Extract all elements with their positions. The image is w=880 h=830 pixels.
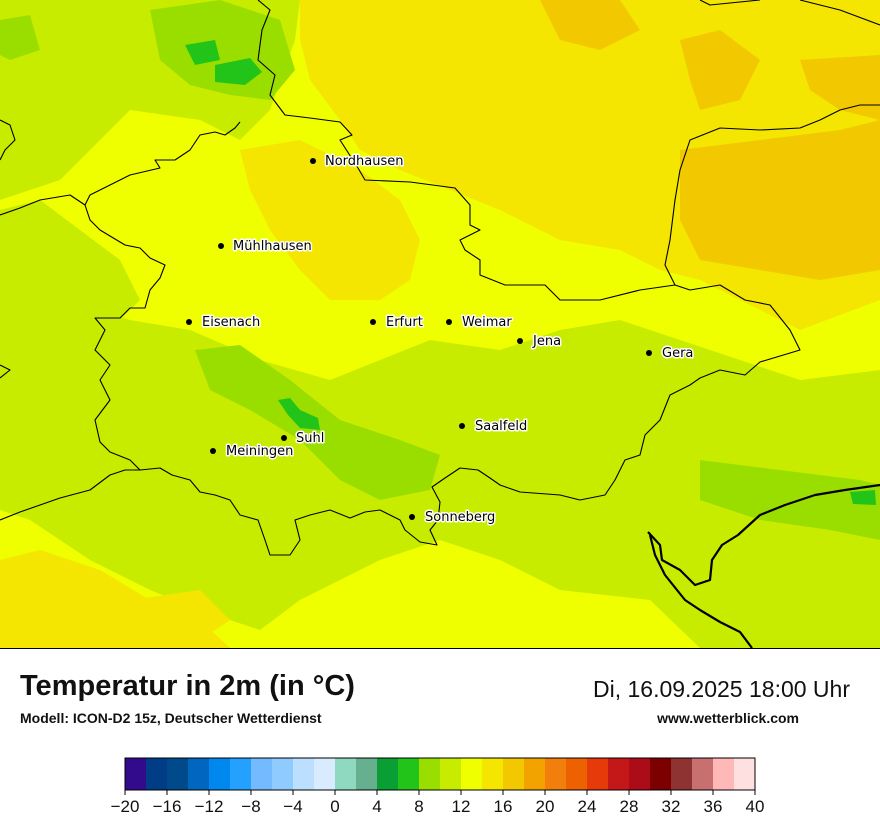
city-muehlhausen: Mühlhausen xyxy=(218,238,313,256)
legend-swatch xyxy=(734,758,756,790)
city-sonneberg: Sonneberg xyxy=(409,509,497,527)
temperature-map: Nordhausen Mühlhausen Eisenach Erfurt We… xyxy=(0,0,880,649)
legend-swatch xyxy=(713,758,735,790)
city-label: Suhl xyxy=(296,431,324,446)
city-gera: Gera xyxy=(646,345,695,363)
map-title: Temperatur in 2m (in °C) xyxy=(20,670,355,702)
legend-tick-label: −16 xyxy=(153,797,182,816)
legend-swatch xyxy=(692,758,714,790)
legend-swatch xyxy=(188,758,210,790)
city-jena: Jena xyxy=(517,333,563,351)
city-weimar: Weimar xyxy=(446,314,514,332)
legend-swatch xyxy=(650,758,672,790)
legend-swatch xyxy=(524,758,546,790)
legend-swatch xyxy=(566,758,588,790)
legend-tick-label: 8 xyxy=(414,797,423,816)
legend-swatch xyxy=(482,758,504,790)
city-label: Jena xyxy=(532,334,561,349)
legend-tick-label: 28 xyxy=(620,797,639,816)
website-link[interactable]: www.wetterblick.com xyxy=(657,710,799,726)
legend-swatch xyxy=(440,758,462,790)
city-label: Nordhausen xyxy=(325,154,404,169)
legend-swatch xyxy=(587,758,609,790)
legend-swatch xyxy=(671,758,693,790)
city-markers: Nordhausen Mühlhausen Eisenach Erfurt We… xyxy=(186,153,695,527)
thuringia-border xyxy=(0,0,880,556)
legend-swatch xyxy=(167,758,189,790)
legend-tick-label: 32 xyxy=(662,797,681,816)
legend-swatch xyxy=(314,758,336,790)
city-label: Mühlhausen xyxy=(233,239,312,254)
legend-swatch xyxy=(608,758,630,790)
legend-tick-label: −8 xyxy=(241,797,260,816)
color-legend: −20 −16 −12 −8 −4 0 4 8 12 16 20 24 28 32 36 40 xyxy=(111,757,765,816)
city-label: Weimar xyxy=(462,315,512,330)
legend-swatch xyxy=(419,758,441,790)
city-label: Erfurt xyxy=(386,315,423,330)
city-label: Saalfeld xyxy=(475,419,527,434)
legend-tick-label: 0 xyxy=(330,797,339,816)
legend-tick-label: 4 xyxy=(372,797,381,816)
legend-swatch xyxy=(125,758,147,790)
city-eisenach: Eisenach xyxy=(186,314,262,332)
legend-swatch xyxy=(251,758,273,790)
legend-swatch xyxy=(272,758,294,790)
legend-swatch xyxy=(398,758,420,790)
legend-tick-label: −20 xyxy=(111,797,140,816)
legend-tick-label: 12 xyxy=(452,797,471,816)
legend-swatch xyxy=(230,758,252,790)
city-meiningen: Meiningen xyxy=(210,443,295,461)
city-suhl: Suhl xyxy=(281,430,326,448)
legend-tick-label: 36 xyxy=(704,797,723,816)
city-nordhausen: Nordhausen xyxy=(310,153,405,171)
legend-swatch xyxy=(209,758,231,790)
city-erfurt: Erfurt xyxy=(370,314,424,332)
legend-tick-label: −12 xyxy=(195,797,224,816)
legend-swatch xyxy=(545,758,567,790)
city-label: Eisenach xyxy=(202,315,260,330)
legend-swatch xyxy=(461,758,483,790)
legend-swatch xyxy=(629,758,651,790)
legend-tick-label: −4 xyxy=(283,797,302,816)
legend-swatch xyxy=(335,758,357,790)
legend-tick-label: 24 xyxy=(578,797,597,816)
model-source: Modell: ICON-D2 15z, Deutscher Wetterdie… xyxy=(20,710,322,726)
legend-swatch xyxy=(293,758,315,790)
legend-tick-label: 40 xyxy=(746,797,765,816)
city-label: Sonneberg xyxy=(425,510,495,525)
legend-swatch xyxy=(356,758,378,790)
forecast-datetime: Di, 16.09.2025 18:00 Uhr xyxy=(592,676,850,702)
temp-zone-18 xyxy=(540,0,880,280)
legend-swatch xyxy=(377,758,399,790)
temp-zone-8 xyxy=(185,40,876,505)
city-saalfeld: Saalfeld xyxy=(459,418,529,436)
country-border xyxy=(647,483,880,648)
legend-ticks: −20 −16 −12 −8 −4 0 4 8 12 16 20 24 28 32 36 40 xyxy=(111,790,765,816)
legend-swatch xyxy=(503,758,525,790)
legend-swatches xyxy=(124,757,756,791)
legend-border xyxy=(124,757,756,791)
city-label: Gera xyxy=(662,346,693,361)
legend-swatch xyxy=(146,758,168,790)
city-label: Meiningen xyxy=(226,444,293,459)
legend-tick-label: 20 xyxy=(536,797,555,816)
legend-tick-label: 16 xyxy=(494,797,513,816)
